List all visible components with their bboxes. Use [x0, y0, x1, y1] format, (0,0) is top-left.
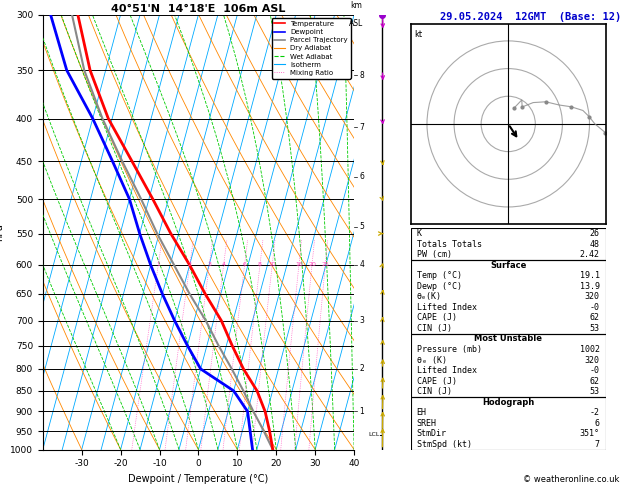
Legend: Temperature, Dewpoint, Parcel Trajectory, Dry Adiabat, Wet Adiabat, Isotherm, Mi: Temperature, Dewpoint, Parcel Trajectory…: [272, 18, 350, 79]
Text: StmDir: StmDir: [416, 429, 447, 438]
Text: 1: 1: [157, 262, 160, 267]
Text: ASL: ASL: [348, 18, 363, 28]
Text: θₑ(K): θₑ(K): [416, 293, 442, 301]
Text: 62: 62: [590, 377, 600, 385]
Y-axis label: hPa: hPa: [0, 223, 4, 241]
Text: 6: 6: [243, 262, 247, 267]
Text: © weatheronline.co.uk: © weatheronline.co.uk: [523, 474, 620, 484]
Text: 8: 8: [258, 262, 262, 267]
Text: km: km: [350, 1, 362, 10]
Text: Hodograph: Hodograph: [482, 398, 535, 407]
Bar: [411, 260, 606, 334]
Text: Surface: Surface: [490, 261, 526, 270]
Text: 25: 25: [321, 262, 329, 267]
Text: Most Unstable: Most Unstable: [474, 334, 542, 344]
Text: -2: -2: [590, 408, 600, 417]
Text: 3: 3: [208, 262, 211, 267]
Text: 53: 53: [590, 387, 600, 396]
Text: PW (cm): PW (cm): [416, 250, 452, 259]
Text: 351°: 351°: [580, 429, 600, 438]
Text: 4: 4: [221, 262, 226, 267]
Text: 3: 3: [360, 316, 365, 325]
Text: 320: 320: [585, 293, 600, 301]
Title: 40°51'N  14°18'E  106m ASL: 40°51'N 14°18'E 106m ASL: [111, 4, 286, 14]
Text: 19.1: 19.1: [580, 271, 600, 280]
Text: 7: 7: [360, 123, 365, 132]
Text: 7: 7: [595, 440, 600, 449]
Text: 8: 8: [360, 71, 364, 80]
Bar: [411, 228, 606, 260]
Text: Temp (°C): Temp (°C): [416, 271, 462, 280]
Text: 16: 16: [295, 262, 303, 267]
Text: Lifted Index: Lifted Index: [416, 366, 477, 375]
Text: 6: 6: [360, 172, 365, 181]
Text: 10: 10: [269, 262, 276, 267]
Text: 1: 1: [360, 407, 364, 416]
Text: CIN (J): CIN (J): [416, 387, 452, 396]
Text: EH: EH: [416, 408, 426, 417]
Text: StmSpd (kt): StmSpd (kt): [416, 440, 472, 449]
Text: 4: 4: [360, 260, 365, 270]
Text: 5: 5: [360, 223, 365, 231]
Text: 29.05.2024  12GMT  (Base: 12): 29.05.2024 12GMT (Base: 12): [440, 12, 621, 22]
Text: -0: -0: [590, 303, 600, 312]
Text: Lifted Index: Lifted Index: [416, 303, 477, 312]
Bar: [411, 334, 606, 397]
Text: CIN (J): CIN (J): [416, 324, 452, 333]
Text: 2: 2: [360, 364, 364, 373]
Text: 320: 320: [585, 356, 600, 364]
Text: SREH: SREH: [416, 419, 437, 428]
Text: -0: -0: [590, 366, 600, 375]
Text: 20: 20: [308, 262, 316, 267]
Text: 2: 2: [188, 262, 192, 267]
Text: θₑ (K): θₑ (K): [416, 356, 447, 364]
Text: LCL: LCL: [368, 433, 379, 437]
X-axis label: Dewpoint / Temperature (°C): Dewpoint / Temperature (°C): [128, 474, 269, 484]
Text: 62: 62: [590, 313, 600, 322]
Text: CAPE (J): CAPE (J): [416, 377, 457, 385]
Bar: [411, 397, 606, 450]
Text: Dewp (°C): Dewp (°C): [416, 282, 462, 291]
Text: kt: kt: [415, 30, 423, 39]
Text: K: K: [416, 229, 421, 238]
Text: 6: 6: [595, 419, 600, 428]
Text: 13.9: 13.9: [580, 282, 600, 291]
Text: 2.42: 2.42: [580, 250, 600, 259]
Text: Pressure (mb): Pressure (mb): [416, 345, 482, 354]
Text: 48: 48: [590, 240, 600, 249]
Text: CAPE (J): CAPE (J): [416, 313, 457, 322]
Text: 53: 53: [590, 324, 600, 333]
Text: 26: 26: [590, 229, 600, 238]
Text: Totals Totals: Totals Totals: [416, 240, 482, 249]
Text: 1002: 1002: [580, 345, 600, 354]
